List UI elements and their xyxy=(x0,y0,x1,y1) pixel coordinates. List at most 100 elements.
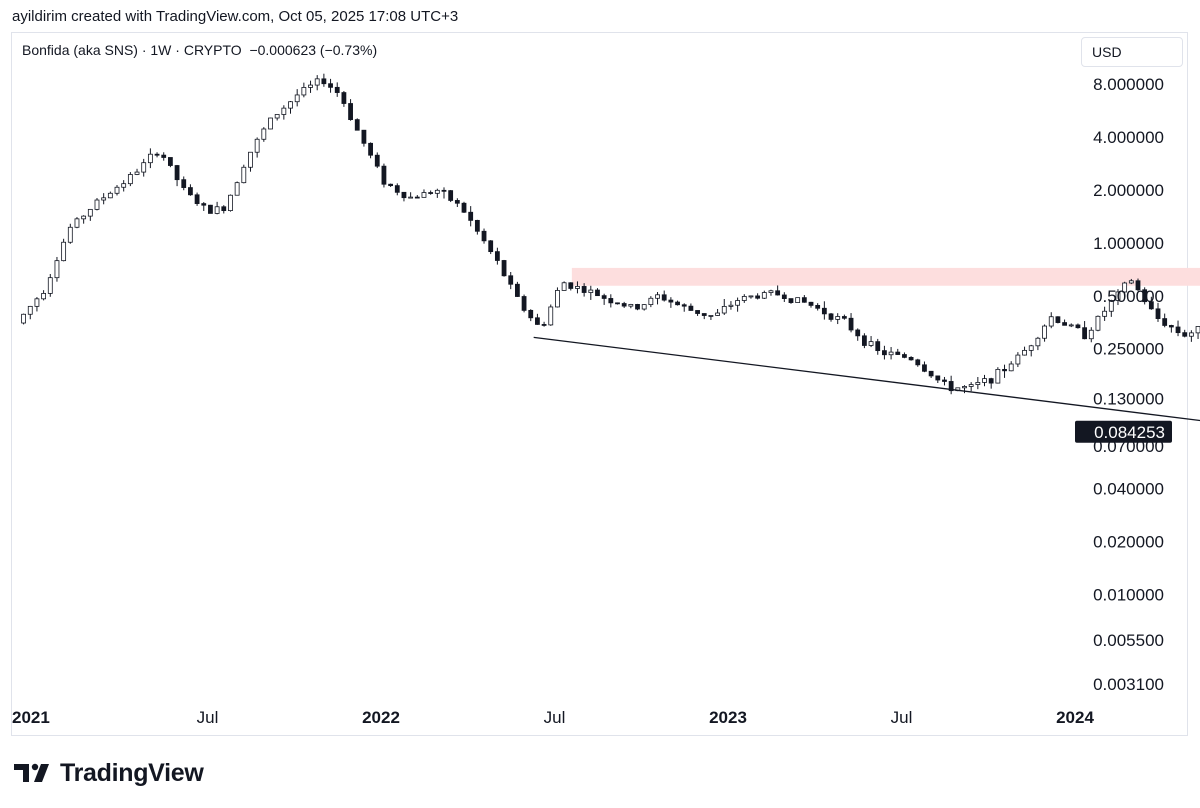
candle xyxy=(621,301,627,308)
candle xyxy=(988,377,994,389)
candle-body xyxy=(448,190,454,201)
candle xyxy=(701,313,707,320)
candle xyxy=(514,281,520,297)
currency-selector[interactable]: USD xyxy=(1081,37,1183,67)
candle-body xyxy=(421,192,427,198)
candle-body xyxy=(815,304,821,309)
candle xyxy=(915,358,921,367)
candle-body xyxy=(488,240,494,253)
candle-body xyxy=(201,203,207,206)
candle-body xyxy=(167,157,173,166)
candle xyxy=(641,304,647,311)
candle-body xyxy=(474,219,480,232)
candle xyxy=(281,105,287,120)
candle-body xyxy=(1055,316,1061,323)
candle xyxy=(681,303,687,312)
symbol-name[interactable]: Bonfida (aka SNS) · 1W · CRYPTO xyxy=(22,42,242,58)
candle-body xyxy=(541,324,547,326)
tradingview-logo[interactable]: TradingView xyxy=(14,758,204,788)
descending-trendline xyxy=(533,336,1200,422)
candle-body xyxy=(134,171,140,175)
candle-body xyxy=(288,101,293,109)
candle-body xyxy=(208,204,213,214)
candle xyxy=(1155,302,1161,322)
candle xyxy=(888,347,894,360)
candle xyxy=(848,313,854,333)
candle xyxy=(1055,316,1061,324)
candle-body xyxy=(1122,282,1128,293)
candle xyxy=(414,195,420,199)
candle xyxy=(1128,278,1134,285)
candle xyxy=(21,313,26,325)
candle xyxy=(174,164,180,187)
candle xyxy=(1122,281,1128,298)
x-tick-label: Jul xyxy=(544,708,566,727)
candle xyxy=(895,348,901,355)
candle-body xyxy=(101,197,107,201)
candle-body xyxy=(341,92,347,104)
y-tick-label: 2.000000 xyxy=(1093,181,1164,200)
candle-body xyxy=(1048,316,1054,327)
candle xyxy=(107,191,113,199)
candle xyxy=(1188,330,1194,342)
candle xyxy=(228,194,233,212)
candle-body xyxy=(308,84,313,88)
candle xyxy=(575,281,580,294)
candle xyxy=(194,192,200,206)
candle xyxy=(394,183,400,196)
candle-body xyxy=(995,368,1001,384)
candle xyxy=(728,301,734,310)
candle-body xyxy=(1042,325,1047,339)
chart-frame xyxy=(11,32,1188,736)
candle-body xyxy=(388,183,394,187)
candle xyxy=(474,219,480,235)
brand-name: TradingView xyxy=(60,758,204,787)
candle-body xyxy=(548,306,554,326)
candle xyxy=(688,303,694,311)
candle-body xyxy=(621,303,627,307)
candle-body xyxy=(121,183,127,188)
candle-body xyxy=(107,192,113,199)
y-tick-label: 0.003100 xyxy=(1093,675,1164,694)
candle-body xyxy=(141,162,147,173)
candle-body xyxy=(314,78,320,86)
candle-body xyxy=(661,294,667,301)
candle-body xyxy=(348,103,353,121)
candle-body xyxy=(828,313,834,320)
candle-body xyxy=(581,286,587,293)
candle-body xyxy=(922,364,927,372)
candle xyxy=(1115,289,1121,306)
candle-body xyxy=(942,379,947,382)
candle-body xyxy=(74,218,80,228)
candle-body xyxy=(608,298,614,304)
candle-body xyxy=(1115,291,1121,301)
y-tick-label: 0.010000 xyxy=(1093,586,1164,605)
candle-body xyxy=(188,187,193,196)
candle-body xyxy=(368,142,373,156)
symbol-legend[interactable]: Bonfida (aka SNS) · 1W · CRYPTO −0.00062… xyxy=(22,42,377,58)
candle xyxy=(401,191,407,202)
candle-body xyxy=(908,357,914,361)
candle-body xyxy=(21,313,26,324)
candle-body xyxy=(228,194,233,212)
candle-body xyxy=(761,292,767,299)
candle-body xyxy=(408,196,414,199)
candle-body xyxy=(982,378,987,383)
candle-body xyxy=(528,309,534,319)
candle-body xyxy=(194,194,200,204)
candle-body xyxy=(535,317,540,325)
candle xyxy=(908,356,914,361)
x-tick-label: Jul xyxy=(891,708,913,727)
candle xyxy=(588,285,594,300)
candle-body xyxy=(1028,345,1034,351)
candle-body xyxy=(221,206,227,212)
candle-body xyxy=(481,230,487,242)
candle-body xyxy=(695,310,700,314)
candle xyxy=(81,215,87,224)
candle xyxy=(348,99,353,121)
candle-body xyxy=(1182,332,1188,337)
candle-body xyxy=(1155,308,1161,319)
candle xyxy=(668,297,674,308)
candle xyxy=(1162,313,1168,328)
